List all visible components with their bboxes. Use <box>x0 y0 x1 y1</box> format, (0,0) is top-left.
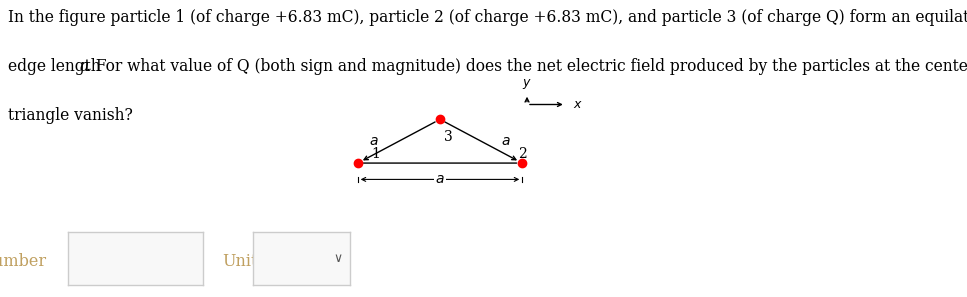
Text: a: a <box>79 58 89 75</box>
Text: . For what value of Q (both sign and magnitude) does the net electric field prod: . For what value of Q (both sign and mag… <box>86 58 967 75</box>
Text: Units: Units <box>222 253 266 270</box>
Text: triangle vanish?: triangle vanish? <box>8 107 132 124</box>
Text: In the figure particle 1 (of charge +6.83 mC), particle 2 (of charge +6.83 mC), : In the figure particle 1 (of charge +6.8… <box>8 9 967 26</box>
Text: i: i <box>55 251 61 266</box>
Text: $x$: $x$ <box>573 98 583 111</box>
Text: $a$: $a$ <box>435 173 445 187</box>
Text: $a$: $a$ <box>369 134 379 148</box>
Text: 2: 2 <box>518 147 527 161</box>
Text: edge length: edge length <box>8 58 105 75</box>
Text: Number: Number <box>0 253 46 270</box>
Text: $y$: $y$ <box>522 78 532 91</box>
Text: 1: 1 <box>371 147 380 161</box>
Text: $a$: $a$ <box>502 134 511 148</box>
Text: ∨: ∨ <box>334 252 343 265</box>
Text: 3: 3 <box>444 130 453 144</box>
